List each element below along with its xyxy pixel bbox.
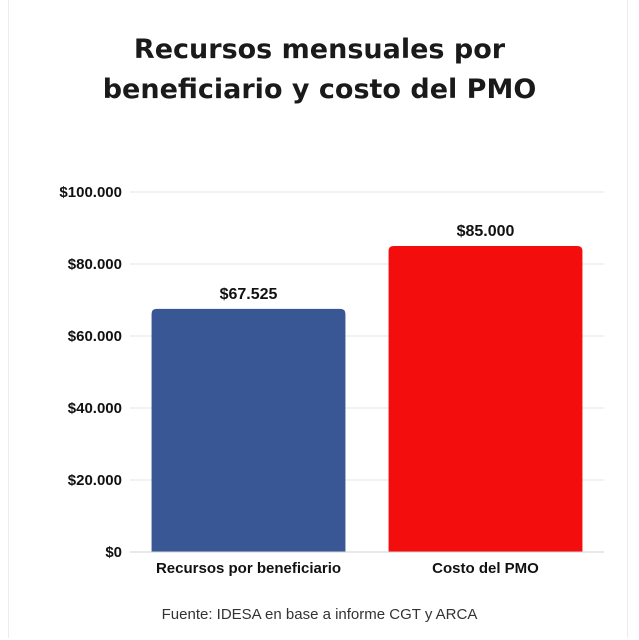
bar-2 xyxy=(388,246,583,552)
x-category-label: Recursos por beneficiario xyxy=(156,560,341,577)
bar-1 xyxy=(151,308,346,552)
y-tick-label: $20.000 xyxy=(68,472,122,489)
chart-title-line-2: beneficiario y costo del PMO xyxy=(102,74,537,105)
chart-title-line-1: Recursos mensuales por xyxy=(133,34,506,65)
y-tick-label: $100.000 xyxy=(59,184,122,201)
y-tick-label: $60.000 xyxy=(68,328,122,345)
source-note: Fuente: IDESA en base a informe CGT y AR… xyxy=(161,606,478,623)
y-tick-label: $0 xyxy=(105,544,122,561)
chart-title: Recursos mensuales por beneficiario y co… xyxy=(0,30,639,110)
x-category-label: Costo del PMO xyxy=(432,560,539,577)
y-tick-label: $80.000 xyxy=(68,256,122,273)
value-label: $85.000 xyxy=(457,223,515,240)
y-tick-label: $40.000 xyxy=(68,400,122,417)
value-label: $67.525 xyxy=(220,286,278,303)
